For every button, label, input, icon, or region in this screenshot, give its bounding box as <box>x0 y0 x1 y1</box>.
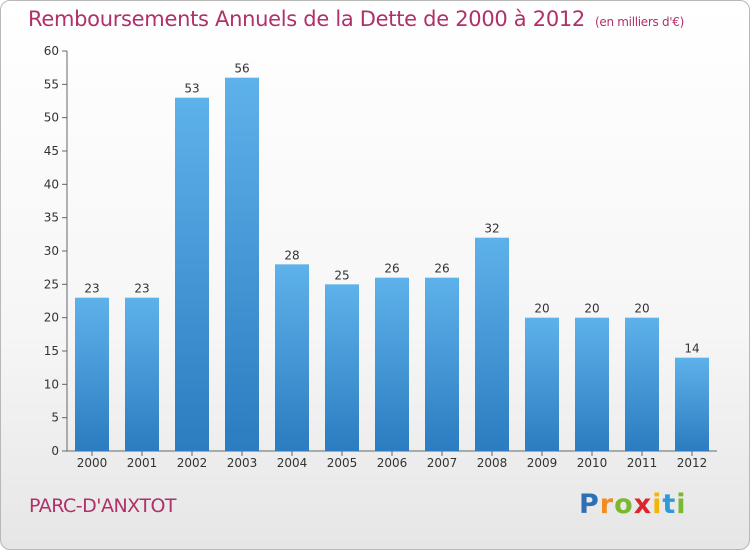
logo-letter: P <box>579 489 600 520</box>
logo-letter: o <box>614 489 634 520</box>
x-tick-label-2007: 2007 <box>427 456 458 470</box>
proxiti-logo: Proxiti <box>579 489 687 520</box>
bar-2012 <box>675 357 709 451</box>
bar-2011 <box>625 317 659 451</box>
x-tick-label-2006: 2006 <box>377 456 408 470</box>
y-tick-label: 45 <box>44 144 59 158</box>
value-label-2002: 53 <box>184 82 199 96</box>
y-tick-label: 25 <box>44 277 59 291</box>
x-tick-label-2000: 2000 <box>77 456 108 470</box>
value-label-2011: 20 <box>634 302 649 316</box>
y-tick-label: 10 <box>44 377 59 391</box>
value-label-2012: 14 <box>684 342 699 356</box>
x-tick-label-2003: 2003 <box>227 456 258 470</box>
bar-2003 <box>225 77 259 452</box>
value-label-2000: 23 <box>84 282 99 296</box>
value-label-2004: 28 <box>284 248 299 262</box>
chart-subtitle: (en milliers d'€) <box>595 15 685 29</box>
chart-title: Remboursements Annuels de la Dette de 20… <box>28 7 684 31</box>
value-label-2005: 25 <box>334 268 349 282</box>
y-tick-label: 5 <box>51 411 59 425</box>
chart-title-text: Remboursements Annuels de la Dette de 20… <box>28 7 585 31</box>
value-label-2010: 20 <box>584 302 599 316</box>
x-tick-label-2011: 2011 <box>627 456 658 470</box>
commune-name: PARC-D'ANXTOT <box>29 495 177 517</box>
logo-letter: r <box>599 489 615 520</box>
bar-2006 <box>375 277 409 451</box>
y-tick-label: 15 <box>44 344 59 358</box>
bar-2010 <box>575 317 609 451</box>
bar-2000 <box>75 297 109 451</box>
bar-2005 <box>325 284 359 451</box>
value-label-2007: 26 <box>434 262 449 276</box>
x-tick-label-2002: 2002 <box>177 456 208 470</box>
bar-2002 <box>175 97 209 452</box>
bar-2007 <box>425 277 459 451</box>
value-label-2001: 23 <box>134 282 149 296</box>
y-tick-label: 60 <box>44 44 59 58</box>
logo-letter: x <box>633 489 653 520</box>
logo-letter: i <box>652 489 663 520</box>
value-label-2008: 32 <box>484 222 499 236</box>
y-tick-label: 35 <box>44 211 59 225</box>
x-tick-label-2001: 2001 <box>127 456 158 470</box>
value-label-2006: 26 <box>384 262 399 276</box>
x-tick-label-2009: 2009 <box>527 456 558 470</box>
bar-2009 <box>525 317 559 451</box>
y-tick-label: 0 <box>51 444 59 458</box>
y-tick-label: 20 <box>44 311 59 325</box>
x-tick-label-2008: 2008 <box>477 456 508 470</box>
logo-letter: i <box>676 489 687 520</box>
y-tick-label: 40 <box>44 177 59 191</box>
bar-2004 <box>275 264 309 451</box>
x-tick-label-2004: 2004 <box>277 456 308 470</box>
bar-2008 <box>475 237 509 451</box>
x-tick-label-2012: 2012 <box>677 456 708 470</box>
y-tick-label: 50 <box>44 111 59 125</box>
value-label-2009: 20 <box>534 302 549 316</box>
value-label-2003: 56 <box>234 62 249 76</box>
x-tick-label-2010: 2010 <box>577 456 608 470</box>
y-tick-label: 30 <box>44 244 59 258</box>
y-tick-label: 55 <box>44 77 59 91</box>
logo-letter: t <box>662 489 677 520</box>
bar-2001 <box>125 297 159 451</box>
x-tick-label-2005: 2005 <box>327 456 358 470</box>
